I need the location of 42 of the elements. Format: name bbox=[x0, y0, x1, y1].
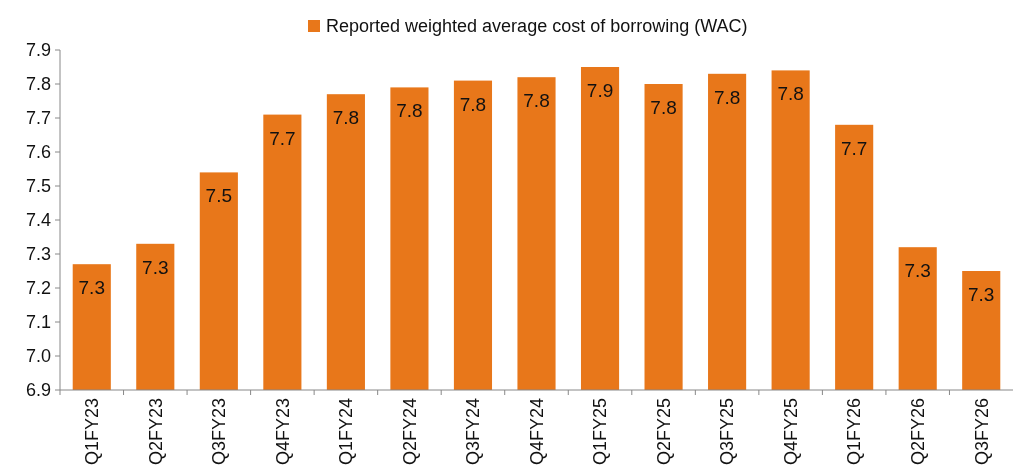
x-tick-label: Q2FY24 bbox=[399, 398, 420, 466]
y-tick-label: 7.5 bbox=[25, 176, 51, 197]
data-label: 7.3 bbox=[968, 284, 995, 305]
y-tick-label: 7.9 bbox=[25, 40, 51, 61]
data-label: 7.3 bbox=[78, 277, 105, 299]
data-label: 7.8 bbox=[396, 100, 423, 122]
data-label: 7.8 bbox=[332, 107, 360, 129]
y-tick-label: 7.8 bbox=[25, 74, 51, 95]
x-tick-label: Q1FY23 bbox=[82, 398, 103, 466]
data-label: 7.7 bbox=[840, 137, 868, 159]
y-tick-label: 7.0 bbox=[25, 346, 51, 367]
y-tick-label: 7.1 bbox=[25, 312, 51, 333]
x-tick-label: Q4FY23 bbox=[272, 398, 293, 466]
data-label: 7.8 bbox=[650, 97, 677, 118]
x-tick-label: Q3FY23 bbox=[209, 398, 230, 466]
data-label: 7.3 bbox=[142, 256, 169, 278]
data-label: 7.8 bbox=[777, 83, 804, 105]
x-tick-label: Q3FY24 bbox=[463, 398, 484, 466]
x-tick-label: Q4FY25 bbox=[780, 398, 801, 466]
x-tick-label: Q1FY25 bbox=[590, 398, 611, 466]
x-tick-label: Q2FY23 bbox=[145, 398, 166, 466]
y-tick-label: 7.6 bbox=[25, 142, 51, 163]
y-tick-label: 7.2 bbox=[25, 278, 51, 299]
y-tick-label: 7.4 bbox=[25, 210, 51, 231]
x-tick-label: Q1FY26 bbox=[844, 398, 865, 466]
x-tick-label: Q2FY26 bbox=[908, 398, 928, 466]
y-tick-label: 6.9 bbox=[25, 380, 51, 401]
y-tick-label: 7.7 bbox=[25, 108, 51, 129]
data-label: 7.3 bbox=[904, 260, 931, 282]
x-tick-label: Q3FY25 bbox=[717, 398, 738, 466]
data-label: 7.8 bbox=[713, 86, 741, 108]
x-tick-label: Q2FY25 bbox=[653, 398, 674, 466]
data-label: 7.8 bbox=[523, 90, 550, 112]
y-tick-label: 7.3 bbox=[25, 244, 51, 265]
data-label: 7.8 bbox=[459, 93, 487, 115]
legend-label: Reported weighted average cost of borrowing (WAC) bbox=[326, 16, 748, 37]
x-tick-label: Q1FY24 bbox=[336, 398, 357, 466]
data-label: 7.9 bbox=[586, 80, 614, 101]
data-label: 7.5 bbox=[205, 185, 233, 207]
x-tick-label: Q4FY24 bbox=[526, 398, 547, 466]
data-label: 7.7 bbox=[269, 127, 296, 149]
x-tick-label: Q3FY26 bbox=[971, 398, 992, 466]
